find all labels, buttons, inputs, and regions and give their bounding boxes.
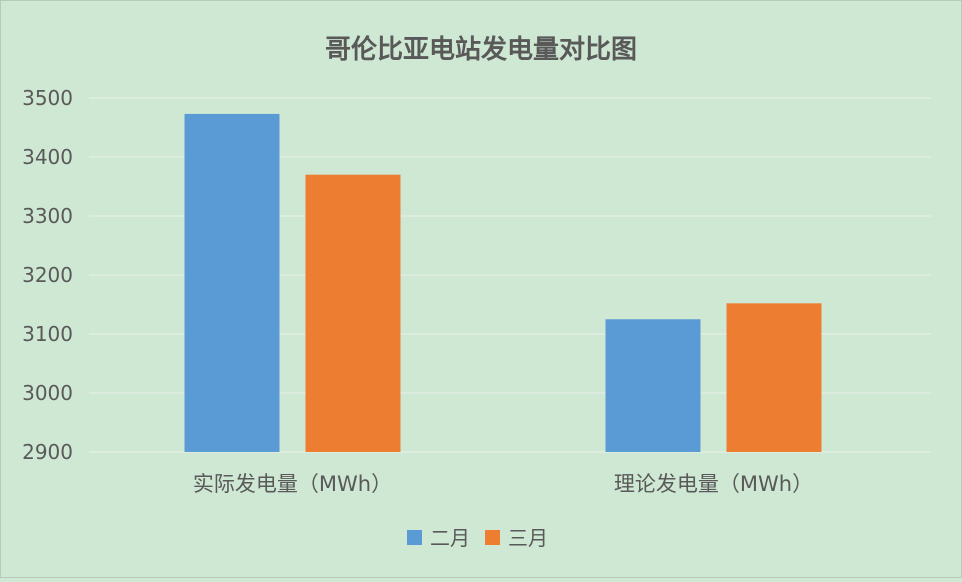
x-category-label: 实际发电量（MWh）	[193, 472, 392, 496]
bar	[605, 319, 701, 452]
y-tick-label: 3500	[22, 86, 73, 110]
legend-swatch	[485, 530, 500, 545]
y-tick-label: 3200	[22, 263, 73, 287]
y-tick-label: 3300	[22, 204, 73, 228]
bar	[184, 113, 280, 453]
y-tick-label: 2900	[22, 440, 73, 464]
bar	[726, 303, 822, 452]
y-tick-label: 3400	[22, 145, 73, 169]
y-tick-label: 3000	[22, 381, 73, 405]
bar	[305, 174, 401, 452]
x-category-label: 理论发电量（MWh）	[614, 472, 813, 496]
legend-label: 三月	[508, 526, 548, 550]
chart-title: 哥伦比亚电站发电量对比图	[325, 34, 637, 65]
y-tick-label: 3100	[22, 322, 73, 346]
legend-label: 二月	[430, 526, 470, 550]
legend-swatch	[407, 530, 422, 545]
